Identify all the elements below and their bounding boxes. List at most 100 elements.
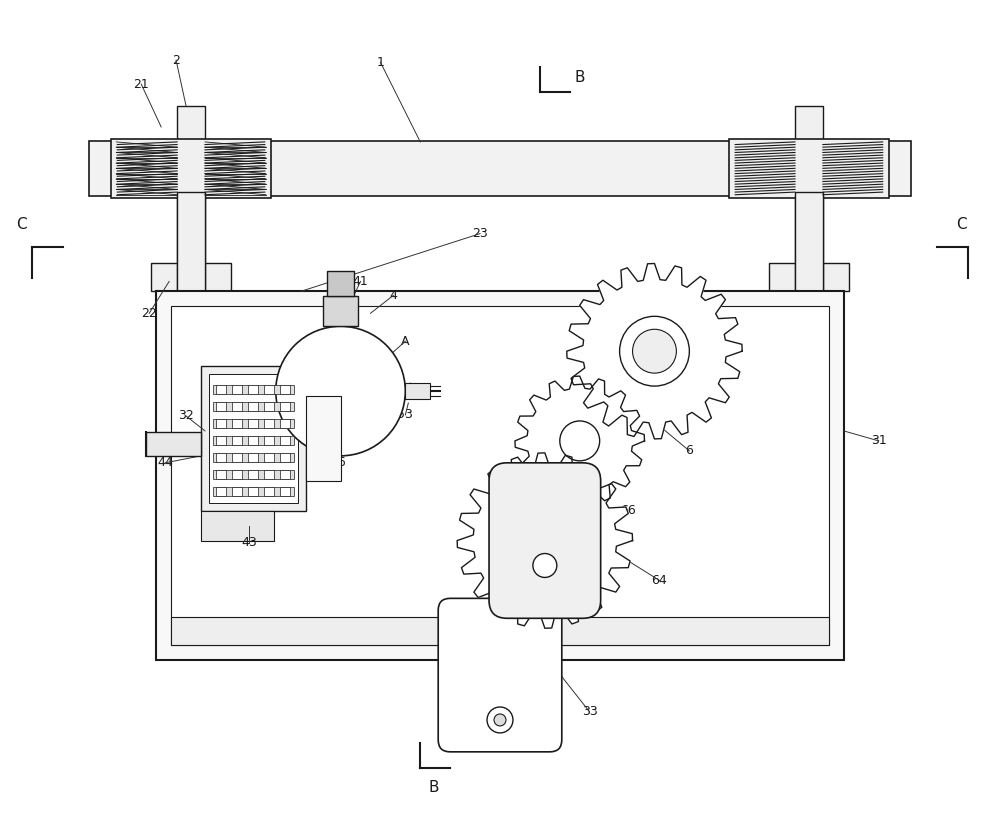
Bar xyxy=(213,419,294,428)
Bar xyxy=(264,453,274,462)
Bar xyxy=(213,470,294,479)
Bar xyxy=(209,374,298,502)
Bar xyxy=(216,470,226,479)
Text: 46: 46 xyxy=(331,456,346,470)
Circle shape xyxy=(633,329,676,373)
Bar xyxy=(795,195,823,391)
Bar xyxy=(729,139,889,198)
Bar xyxy=(89,141,911,195)
Bar xyxy=(280,487,290,496)
Text: 61: 61 xyxy=(652,305,667,318)
Bar xyxy=(232,487,242,496)
Bar xyxy=(213,436,294,445)
Bar xyxy=(264,487,274,496)
Bar xyxy=(795,192,823,491)
Text: B: B xyxy=(575,70,585,85)
Text: 41: 41 xyxy=(353,275,368,288)
Bar xyxy=(111,139,271,198)
Bar xyxy=(171,306,829,645)
Text: 64: 64 xyxy=(652,574,667,587)
Bar xyxy=(795,106,823,141)
Circle shape xyxy=(533,553,557,577)
Text: 44: 44 xyxy=(157,456,173,470)
Text: C: C xyxy=(956,217,967,232)
Bar xyxy=(213,385,294,394)
Text: 43: 43 xyxy=(241,536,257,549)
Text: C: C xyxy=(16,217,27,232)
Bar xyxy=(264,419,274,428)
Bar xyxy=(151,264,231,291)
Bar xyxy=(248,470,258,479)
Text: 65: 65 xyxy=(524,736,540,749)
Bar xyxy=(213,453,294,462)
Bar xyxy=(264,385,274,394)
Bar xyxy=(232,453,242,462)
Bar xyxy=(280,470,290,479)
Text: 2: 2 xyxy=(172,53,180,67)
Bar xyxy=(445,615,555,645)
Text: 22: 22 xyxy=(141,307,157,320)
Polygon shape xyxy=(515,376,645,506)
Bar xyxy=(264,402,274,411)
Bar xyxy=(248,385,258,394)
Bar xyxy=(232,419,242,428)
Bar xyxy=(264,436,274,445)
Bar xyxy=(216,402,226,411)
Text: 4: 4 xyxy=(389,289,397,302)
Bar xyxy=(213,487,294,496)
Text: 6: 6 xyxy=(685,444,693,457)
Bar xyxy=(248,402,258,411)
Bar xyxy=(248,436,258,445)
Bar xyxy=(216,436,226,445)
Bar xyxy=(327,272,354,296)
FancyBboxPatch shape xyxy=(489,463,601,618)
Bar xyxy=(769,264,849,291)
Bar xyxy=(156,291,844,660)
Bar xyxy=(232,385,242,394)
Bar xyxy=(177,195,205,391)
Bar xyxy=(280,419,290,428)
Text: 53: 53 xyxy=(397,409,413,421)
Bar xyxy=(216,419,226,428)
Circle shape xyxy=(487,707,513,733)
Bar xyxy=(280,402,290,411)
Bar xyxy=(177,106,205,141)
Text: B: B xyxy=(428,780,439,795)
Bar xyxy=(280,453,290,462)
Text: 23: 23 xyxy=(472,227,488,240)
Bar xyxy=(323,296,358,326)
Circle shape xyxy=(494,714,506,726)
Bar xyxy=(232,470,242,479)
Bar xyxy=(213,402,294,411)
Text: 1: 1 xyxy=(376,56,384,69)
Bar xyxy=(248,419,258,428)
Text: 31: 31 xyxy=(871,434,887,447)
Bar xyxy=(405,383,430,399)
Bar xyxy=(201,511,274,540)
Text: 33: 33 xyxy=(582,705,598,718)
Polygon shape xyxy=(457,453,633,628)
Bar xyxy=(216,385,226,394)
Polygon shape xyxy=(567,264,742,439)
Bar xyxy=(216,487,226,496)
Text: 62: 62 xyxy=(660,406,675,420)
Bar xyxy=(280,385,290,394)
Bar xyxy=(177,192,205,491)
Bar xyxy=(201,366,306,511)
Bar xyxy=(232,402,242,411)
Bar xyxy=(280,436,290,445)
Circle shape xyxy=(620,316,689,386)
Bar xyxy=(216,453,226,462)
Bar xyxy=(248,453,258,462)
Circle shape xyxy=(276,326,405,456)
Text: 21: 21 xyxy=(133,78,149,90)
Bar xyxy=(264,470,274,479)
Bar xyxy=(146,432,201,456)
Text: A: A xyxy=(401,335,410,348)
Text: 66: 66 xyxy=(620,504,635,517)
Bar xyxy=(248,487,258,496)
Text: 32: 32 xyxy=(178,410,194,423)
Text: 5: 5 xyxy=(401,384,409,397)
FancyBboxPatch shape xyxy=(438,599,562,752)
Bar xyxy=(171,617,829,645)
